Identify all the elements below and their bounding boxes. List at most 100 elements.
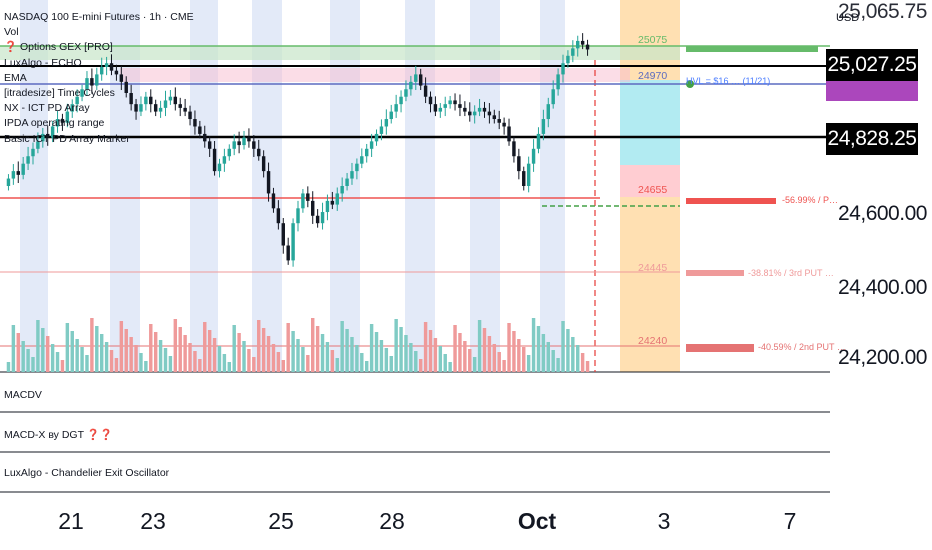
volume-bar	[507, 323, 511, 372]
symbol-title[interactable]: NASDAQ 100 E-mini Futures · 1h · CME	[4, 11, 194, 23]
candle-body	[50, 126, 55, 138]
candle-body	[158, 107, 163, 112]
volume-bar	[453, 325, 457, 372]
volume-bar	[45, 336, 50, 372]
volume-bar	[55, 352, 60, 372]
indicator-pd-marker[interactable]: Basic ICT PD Array Marker	[4, 132, 130, 145]
candle-body	[522, 171, 526, 186]
indicator-pd-array[interactable]: NX - ICT PD Array	[4, 102, 90, 115]
volume-bar	[512, 331, 516, 372]
volume-bar	[212, 338, 217, 372]
candle-body	[453, 100, 457, 105]
candle-body	[418, 74, 423, 86]
pane-label-macdv[interactable]: MACDV	[4, 389, 42, 401]
volume-bar	[281, 360, 285, 372]
volume-bar	[183, 335, 187, 372]
candle-body	[16, 171, 20, 175]
currency-label[interactable]: USD	[836, 12, 860, 24]
candle-body	[404, 89, 408, 97]
volume-bar	[443, 354, 447, 372]
candle-body	[41, 133, 45, 142]
pane-label-macdx[interactable]: MACD-X ву DGT ❓❓	[4, 429, 113, 441]
volume-bar	[384, 348, 389, 372]
x-tick-7: 7	[783, 508, 797, 534]
x-tick-28: 28	[379, 508, 405, 534]
candle-body	[6, 178, 11, 186]
candle-body	[21, 163, 25, 175]
pane-label-chandelier[interactable]: LuxAlgo - Chandelier Exit Oscillator	[4, 467, 170, 479]
candle-body	[60, 119, 65, 123]
level-price-tag: 24,828.25	[826, 123, 918, 155]
volume-bar	[345, 329, 349, 372]
candle-body	[531, 148, 536, 164]
candle-body	[198, 126, 202, 134]
volume-bar	[247, 349, 251, 372]
volume-bar	[556, 358, 560, 372]
volume-bar	[99, 334, 104, 372]
volume-bar	[203, 322, 207, 372]
indicator-ipda[interactable]: IPDA operating range	[4, 117, 105, 130]
candle-body	[399, 96, 403, 105]
time-cycle-band	[540, 0, 565, 372]
indicator-gex[interactable]: ❓ Options GEX [PRO]	[4, 41, 113, 54]
candle-body	[188, 111, 192, 120]
time-cycle-band	[110, 0, 140, 372]
x-tick-25: 25	[268, 508, 294, 534]
volume-bar	[463, 341, 467, 372]
volume-bar	[70, 331, 74, 372]
volume-bar	[173, 319, 178, 372]
candle-body	[45, 133, 50, 138]
indicator-vol[interactable]: Vol	[4, 26, 19, 39]
candle-body	[325, 200, 330, 213]
volume-bar	[580, 353, 585, 372]
volume-bar	[291, 331, 295, 372]
candle-body	[276, 208, 281, 224]
volume-bar	[418, 359, 423, 372]
candle-body	[261, 156, 266, 172]
candle-body	[502, 122, 506, 127]
volume-bar	[438, 346, 443, 372]
volume-bar	[374, 332, 379, 372]
gex-level-24655: 24655	[638, 184, 668, 196]
volume-bar	[315, 326, 320, 372]
indicator-ema[interactable]: EMA	[4, 71, 27, 84]
gex-level-25075: 25075	[638, 34, 668, 46]
volume-bar	[60, 360, 65, 372]
candle-body	[163, 100, 168, 108]
candle-body	[109, 63, 114, 71]
candle-body	[11, 171, 16, 179]
volume-bar	[414, 351, 418, 372]
pink-band	[120, 68, 630, 82]
candle-body	[217, 163, 222, 172]
candle-body	[75, 96, 79, 105]
candle-body	[477, 107, 482, 112]
candle-body	[286, 245, 290, 261]
volume-bar	[497, 352, 501, 372]
x-tick-23: 23	[140, 508, 166, 534]
candle-body	[291, 223, 295, 261]
indicator-echo[interactable]: LuxAlgo - ECHO	[4, 56, 82, 69]
volume-bar	[502, 360, 506, 372]
gex-level-24240: 24240	[638, 335, 668, 347]
candle-body	[232, 141, 236, 149]
candle-body	[517, 156, 521, 172]
volume-bar	[350, 337, 354, 372]
candle-body	[153, 104, 158, 112]
volume-bar	[257, 320, 261, 372]
candle-body	[129, 93, 133, 105]
volume-bar	[531, 318, 536, 372]
candle-body	[85, 78, 89, 90]
candle-body	[443, 104, 447, 108]
candle-body	[257, 148, 261, 157]
candle-body	[144, 96, 148, 105]
gex-level-lines	[0, 45, 830, 352]
volume-bar	[433, 338, 438, 372]
volume-bar	[109, 350, 114, 372]
candle-body	[55, 119, 60, 127]
volume-bar	[325, 342, 330, 372]
candle-body	[252, 141, 256, 149]
candle-body	[507, 126, 511, 142]
candle-body	[247, 137, 251, 142]
indicator-time-cycles[interactable]: [itradesize] Time Cycles	[4, 87, 115, 100]
